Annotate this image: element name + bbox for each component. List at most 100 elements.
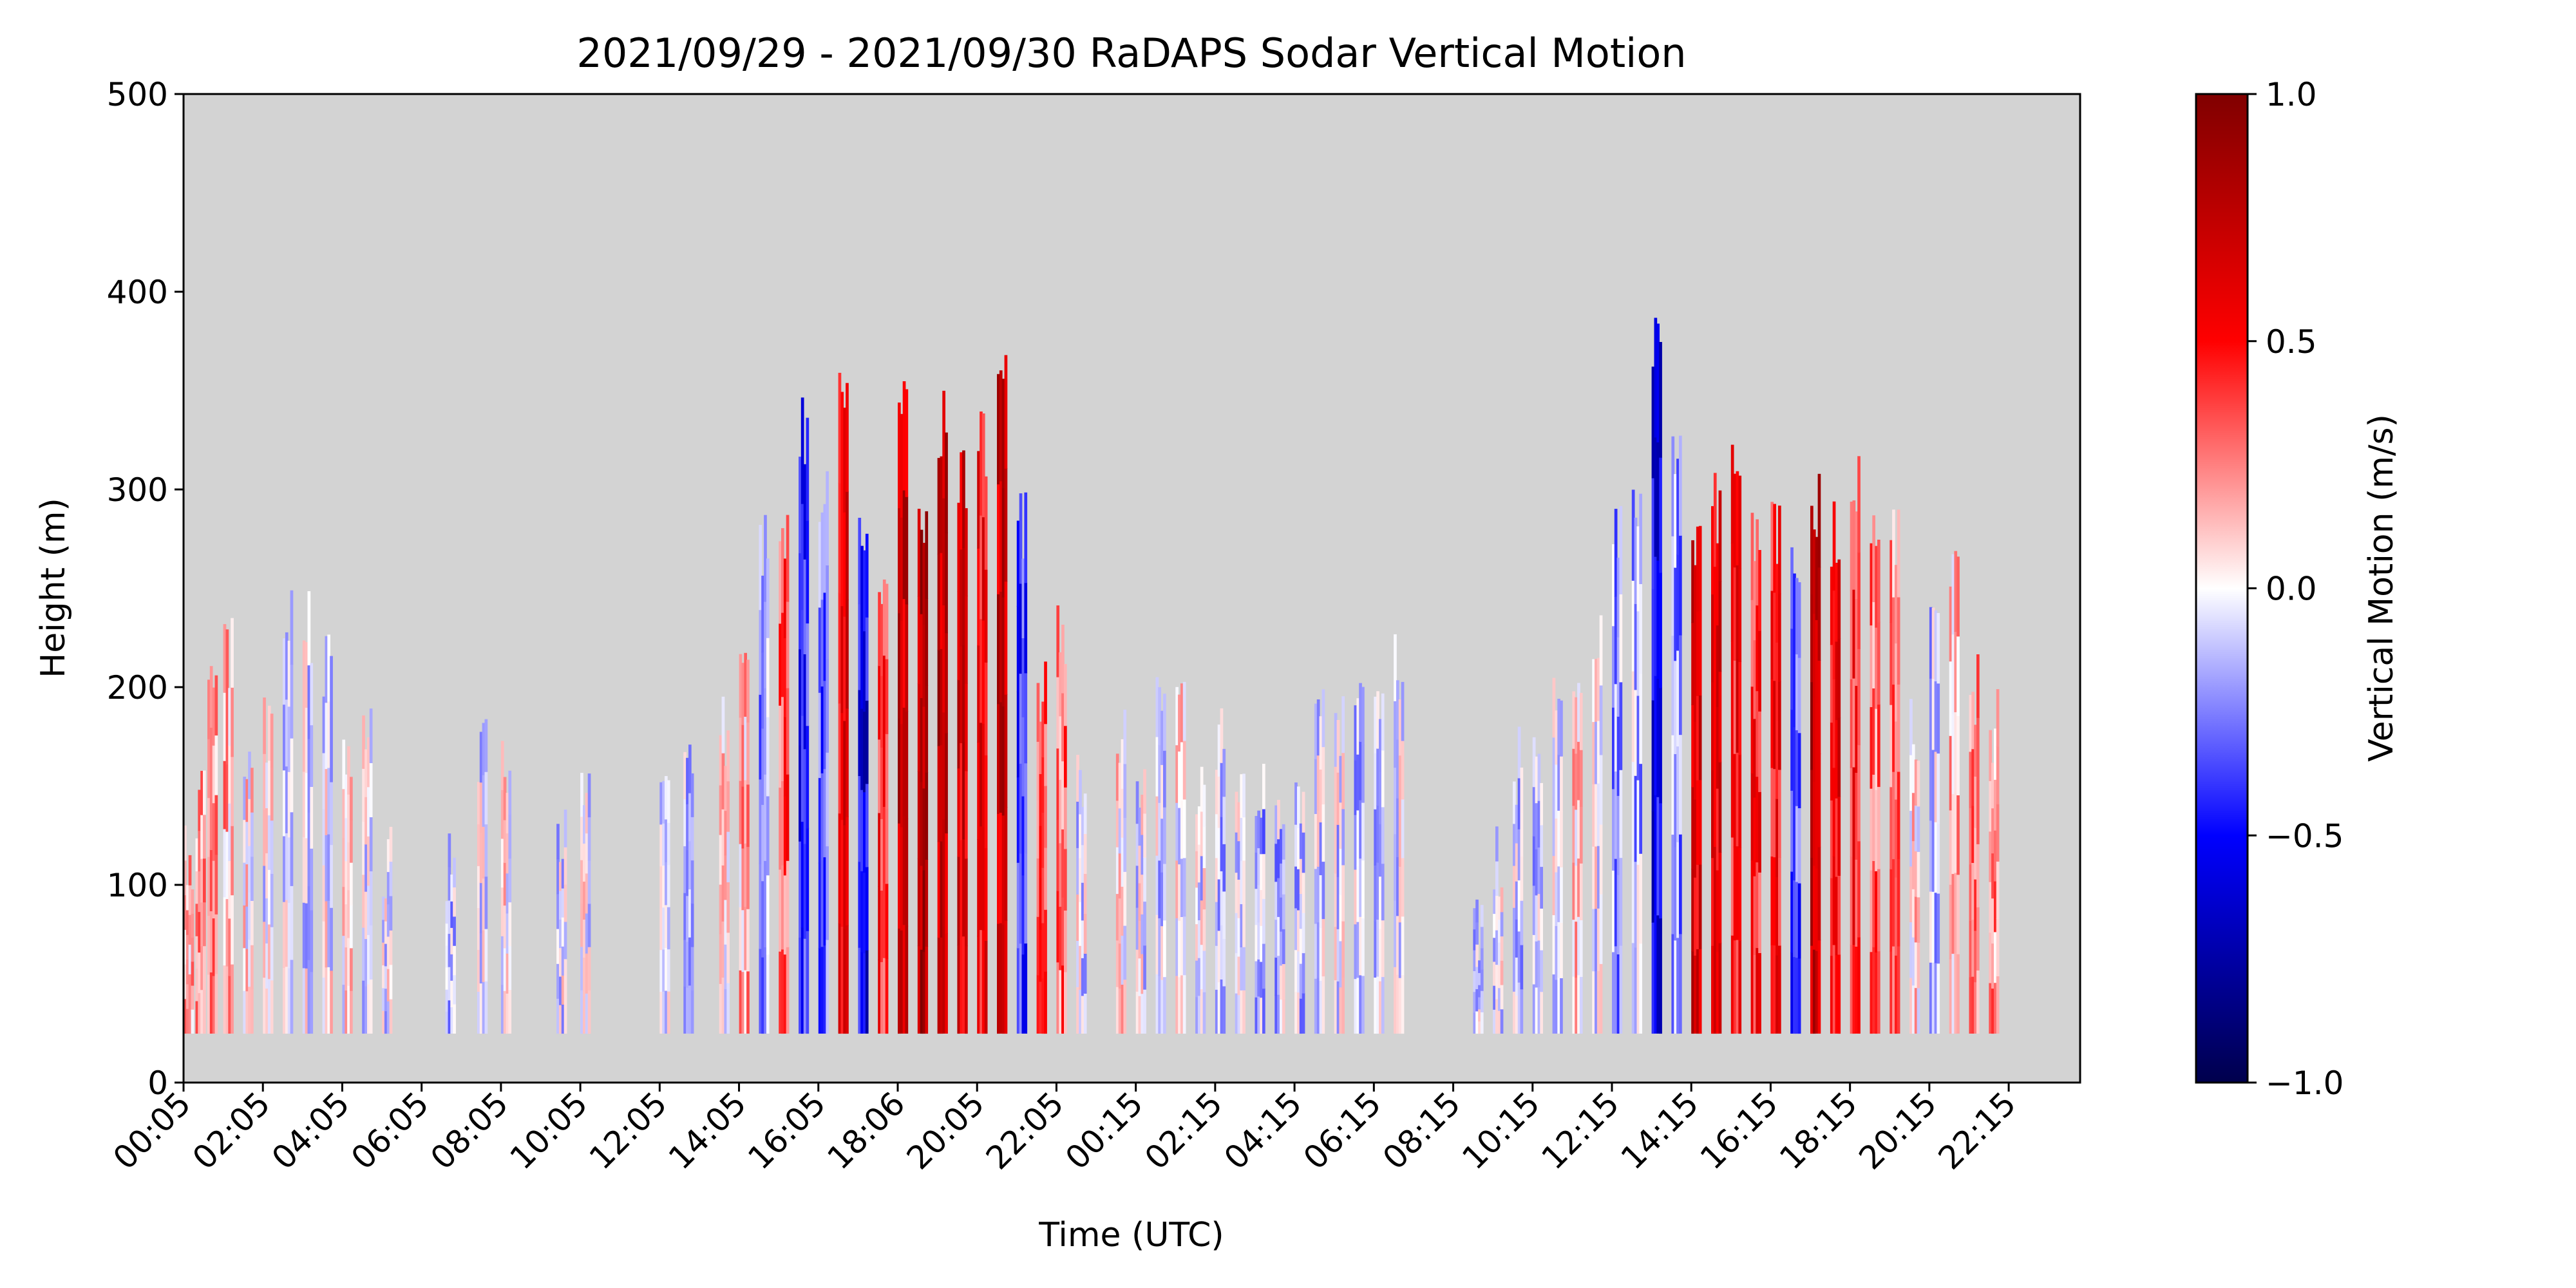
heatmap-cell (1956, 874, 1960, 954)
heatmap-cell (365, 797, 368, 845)
heatmap-cell (1294, 991, 1298, 1034)
heatmap-cell (365, 891, 368, 940)
heatmap-cell (1195, 996, 1198, 1034)
heatmap-cell (997, 813, 1000, 924)
heatmap-cell (1852, 589, 1856, 679)
colorbar: 1.00.50.0−0.5−1.0 Vertical Motion (m/s) (2195, 76, 2401, 1102)
heatmap-cell (1135, 781, 1139, 824)
heatmap-cell (1835, 719, 1839, 799)
heatmap-cell (665, 947, 668, 991)
heatmap-cell (1877, 621, 1880, 705)
heatmap-cell (1475, 899, 1479, 923)
heatmap-cell (369, 762, 373, 817)
heatmap-cell (1711, 770, 1714, 858)
x-tick-label: 22:05 (979, 1084, 1071, 1177)
heatmap-cell (937, 554, 941, 650)
heatmap-cell (1837, 717, 1841, 797)
heatmap-cell (1991, 853, 1994, 899)
heatmap-cell (195, 871, 199, 904)
heatmap-cell (900, 413, 904, 518)
heatmap-cell (965, 508, 968, 596)
heatmap-cell (1240, 860, 1244, 904)
heatmap-cell (347, 842, 350, 891)
heatmap-cell (327, 900, 330, 967)
heatmap-cell (580, 903, 583, 947)
heatmap-cell (799, 553, 802, 650)
heatmap-cell (1240, 817, 1244, 861)
heatmap-cell (1359, 974, 1362, 1034)
heatmap-cell (1083, 793, 1087, 834)
heatmap-cell (1158, 860, 1161, 918)
heatmap-cell (1596, 908, 1600, 971)
heatmap-cell (1160, 872, 1164, 927)
heatmap-cell (1076, 894, 1079, 941)
heatmap-cell (900, 723, 904, 828)
heatmap-cell (1379, 771, 1382, 824)
heatmap-cell (1776, 720, 1779, 799)
heatmap-cell (1141, 795, 1144, 835)
heatmap-cell (1596, 845, 1600, 909)
heatmap-cell (1776, 642, 1779, 721)
heatmap-cell (840, 819, 844, 927)
heatmap-cell (1056, 961, 1060, 1034)
heatmap-cell (1889, 540, 1893, 623)
heatmap-cell (1753, 797, 1757, 876)
heatmap-cell (1079, 857, 1082, 902)
heatmap-cell (1155, 736, 1159, 797)
heatmap-cell (1123, 709, 1127, 764)
heatmap-cell (1024, 492, 1028, 583)
heatmap-cell (1155, 795, 1159, 856)
heatmap-cell (1872, 947, 1875, 1034)
heatmap-cell (365, 844, 368, 892)
heatmap-cell (1257, 996, 1260, 1034)
heatmap-cell (1240, 904, 1244, 947)
heatmap-cell (369, 925, 373, 980)
heatmap-cell (1532, 737, 1536, 788)
heatmap-cell (1991, 762, 1994, 809)
heatmap-cell (1852, 855, 1856, 945)
heatmap-cell (1994, 728, 1997, 780)
heatmap-cell (1299, 823, 1303, 859)
heatmap-cell (1336, 929, 1340, 981)
heatmap-cell (1733, 473, 1737, 568)
heatmap-cell (1001, 706, 1005, 816)
heatmap-cell (1795, 730, 1799, 806)
heatmap-cell (803, 938, 807, 1034)
heatmap-cell (1773, 945, 1776, 1034)
heatmap-cell (1493, 937, 1496, 962)
heatmap-cell (1024, 762, 1028, 854)
heatmap-cell (1314, 703, 1318, 759)
heatmap-cell (999, 922, 1003, 1034)
heatmap-cell (1756, 947, 1759, 1034)
heatmap-cell (885, 883, 889, 959)
heatmap-cell (1631, 580, 1635, 672)
heatmap-cell (900, 517, 904, 621)
heatmap-cell (1493, 985, 1496, 1010)
heatmap-cell (1480, 905, 1484, 927)
heatmap-cell (1135, 949, 1139, 992)
heatmap-cell (1870, 869, 1873, 952)
heatmap-cell (195, 903, 199, 936)
heatmap-cell (212, 975, 216, 1034)
heatmap-cell (212, 802, 216, 861)
heatmap-cell (719, 784, 723, 835)
heatmap-cell (1118, 898, 1122, 944)
heatmap-cell (719, 735, 723, 786)
heatmap-cell (1398, 755, 1402, 811)
heatmap-cell (1616, 795, 1620, 875)
heatmap-cell (198, 911, 201, 953)
heatmap-cell (580, 859, 583, 904)
heatmap-cell (1520, 989, 1524, 1034)
heatmap-cell (307, 591, 311, 666)
heatmap-cell (1557, 810, 1560, 867)
heatmap-cell (1914, 987, 1918, 1034)
heatmap-cell (1515, 995, 1519, 1034)
heatmap-cell (1299, 928, 1303, 964)
heatmap-cell (1495, 964, 1499, 999)
heatmap-cell (1123, 763, 1127, 819)
heatmap-cell (1515, 957, 1519, 996)
heatmap-cell (865, 533, 869, 618)
heatmap-cell (290, 811, 294, 886)
heatmap-cell (818, 692, 822, 779)
heatmap-cell (1852, 766, 1856, 857)
